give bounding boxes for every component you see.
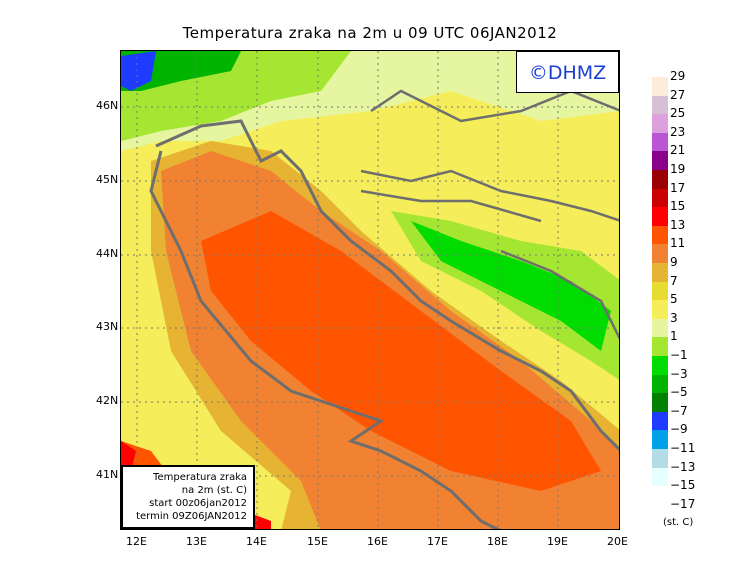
legend-label: 11	[670, 236, 686, 251]
legend-swatch	[652, 393, 668, 412]
legend-swatch	[652, 356, 668, 375]
legend-label: −15	[670, 478, 696, 493]
legend-swatch	[652, 77, 668, 96]
legend-label: −5	[670, 385, 688, 400]
lon-tick: 18E	[487, 535, 508, 548]
lat-tick: 46N	[96, 99, 119, 112]
legend-swatch	[652, 318, 668, 338]
legend-label: 3	[670, 310, 678, 325]
lon-tick: 13E	[186, 535, 207, 548]
lat-tick: 42N	[96, 394, 119, 407]
legend-label: 15	[670, 199, 686, 214]
info-line-start: start 00z06jan2012	[149, 498, 247, 509]
legend-label: 29	[670, 69, 686, 83]
legend-label: 17	[670, 180, 686, 195]
legend-label: −3	[670, 366, 688, 381]
lon-tick: 17E	[427, 535, 448, 548]
legend-label: 27	[670, 87, 686, 102]
lat-tick: 43N	[96, 320, 119, 333]
field-cold-bosnia	[411, 221, 611, 351]
info-line-variable: Temperatura zraka	[153, 472, 247, 483]
legend-swatch	[652, 188, 668, 208]
legend-label: 19	[670, 162, 686, 176]
legend-swatch	[652, 132, 668, 152]
info-line-valid: termin 09Z06JAN2012	[136, 511, 247, 522]
legend-label: 21	[670, 143, 686, 158]
legend-label: −1	[670, 348, 688, 362]
country-borders	[360, 89, 619, 340]
legend-swatch	[652, 430, 668, 449]
legend-label: 13	[670, 217, 686, 232]
lat-tick: 45N	[96, 173, 119, 186]
field-sea-hot	[201, 211, 601, 491]
legend-swatch	[652, 467, 668, 487]
field-very-cold	[121, 51, 156, 91]
legend-label: 5	[670, 292, 678, 307]
legend-swatch	[652, 244, 668, 263]
legend-swatch	[652, 95, 668, 115]
legend-swatch	[652, 170, 668, 189]
temperature-field	[121, 51, 619, 529]
dhmz-watermark: ©DHMZ	[516, 51, 619, 93]
legend-swatch	[652, 337, 668, 356]
temperature-map	[120, 50, 620, 530]
legend-label: −7	[670, 403, 688, 418]
info-box: Temperatura zraka na 2m (st. C) start 00…	[121, 465, 255, 529]
legend-label: 23	[670, 124, 686, 139]
lon-tick: 20E	[607, 535, 628, 548]
legend-swatch	[652, 411, 668, 431]
coastline-east	[149, 119, 619, 452]
lat-tick: 44N	[96, 247, 119, 260]
legend-label: 7	[670, 273, 678, 288]
legend-label: 1	[670, 329, 678, 344]
lon-tick: 19E	[547, 535, 568, 548]
legend-label: −13	[670, 459, 696, 474]
lon-tick: 14E	[246, 535, 267, 548]
lon-tick: 16E	[367, 535, 388, 548]
legend-swatch	[652, 281, 668, 301]
legend-swatch	[652, 449, 668, 468]
legend-swatch	[652, 114, 668, 133]
legend-swatch	[652, 263, 668, 282]
legend-label: −9	[670, 422, 688, 437]
legend-swatch	[652, 207, 668, 226]
graticule	[121, 51, 619, 529]
lat-tick: 41N	[96, 468, 119, 481]
lon-tick: 12E	[126, 535, 147, 548]
map-title: Temperatura zraka na 2m u 09 UTC 06JAN20…	[182, 24, 558, 42]
legend-swatch	[652, 300, 668, 319]
legend-label: 25	[670, 106, 686, 121]
legend-label: −11	[670, 441, 696, 455]
legend-swatch	[652, 225, 668, 245]
coastline-italy	[179, 250, 501, 529]
legend-label: −17	[670, 496, 696, 511]
legend-swatch	[652, 374, 668, 394]
lon-tick: 15E	[307, 535, 328, 548]
legend-swatch	[652, 151, 668, 170]
info-line-level: na 2m (st. C)	[181, 485, 247, 496]
legend-unit: (st. C)	[663, 517, 694, 528]
legend-label: 9	[670, 255, 678, 269]
